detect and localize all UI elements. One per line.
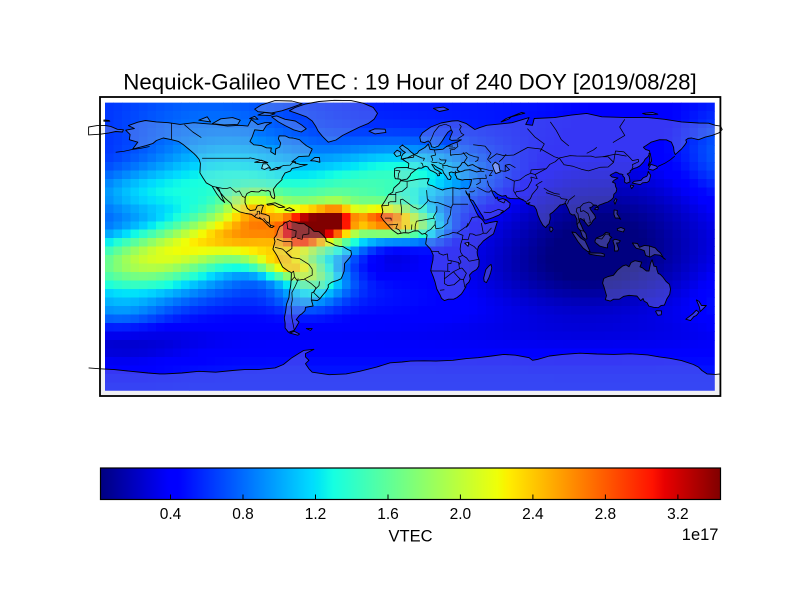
svg-text:2.0: 2.0 bbox=[450, 506, 472, 523]
svg-text:VTEC: VTEC bbox=[388, 528, 432, 546]
svg-text:2.4: 2.4 bbox=[522, 506, 544, 523]
svg-text:1.6: 1.6 bbox=[377, 506, 399, 523]
svg-text:0.8: 0.8 bbox=[232, 506, 254, 523]
svg-text:3.2: 3.2 bbox=[667, 506, 689, 523]
svg-text:2.8: 2.8 bbox=[595, 506, 617, 523]
svg-text:0.4: 0.4 bbox=[160, 506, 182, 523]
svg-text:Nequick-Galileo VTEC : 19 Hour: Nequick-Galileo VTEC : 19 Hour of 240 DO… bbox=[123, 70, 696, 95]
svg-text:1.2: 1.2 bbox=[305, 506, 327, 523]
svg-text:1e17: 1e17 bbox=[682, 526, 719, 544]
